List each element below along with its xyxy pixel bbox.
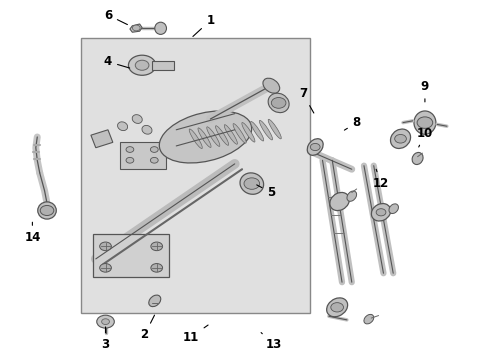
Circle shape [126,157,134,163]
Ellipse shape [155,22,166,35]
Circle shape [151,242,162,251]
Text: 7: 7 [298,87,313,113]
Circle shape [97,315,114,328]
Ellipse shape [267,119,281,139]
Polygon shape [91,130,113,148]
Text: 2: 2 [140,315,154,341]
Ellipse shape [189,129,202,149]
Text: 8: 8 [344,116,360,130]
Text: 1: 1 [192,14,214,36]
Polygon shape [130,24,142,32]
Circle shape [416,117,432,129]
Circle shape [102,319,109,324]
Ellipse shape [224,125,237,144]
Circle shape [375,209,385,216]
Text: 11: 11 [183,325,208,343]
Ellipse shape [38,202,56,219]
Ellipse shape [198,128,211,148]
Text: 14: 14 [24,222,41,244]
Text: 10: 10 [416,127,432,147]
Circle shape [135,60,149,70]
Bar [120,142,166,169]
Ellipse shape [142,125,152,134]
Ellipse shape [306,139,323,155]
Circle shape [330,303,343,312]
Ellipse shape [159,111,251,163]
Ellipse shape [329,193,348,211]
Ellipse shape [363,314,373,324]
Text: 5: 5 [256,185,275,199]
Text: 4: 4 [103,55,129,68]
Ellipse shape [215,126,228,145]
Ellipse shape [411,152,422,165]
Text: 3: 3 [102,327,109,351]
Bar [152,61,173,69]
Text: 9: 9 [420,80,428,102]
Bar [81,39,310,313]
Circle shape [132,25,140,31]
Ellipse shape [346,191,356,201]
Ellipse shape [326,298,347,317]
Ellipse shape [242,122,254,142]
Circle shape [100,242,111,251]
Ellipse shape [263,78,279,93]
Ellipse shape [267,93,288,113]
Ellipse shape [413,111,435,134]
Text: 13: 13 [261,333,281,351]
Ellipse shape [132,114,142,123]
Ellipse shape [259,120,272,140]
Circle shape [100,264,111,272]
Circle shape [151,264,162,272]
Ellipse shape [117,122,127,131]
Ellipse shape [206,127,220,147]
Ellipse shape [233,123,245,143]
Bar [93,234,168,277]
Ellipse shape [370,203,390,221]
Ellipse shape [388,204,398,213]
Circle shape [128,55,156,75]
Ellipse shape [390,129,410,148]
Text: 12: 12 [372,169,388,190]
Circle shape [150,157,158,163]
Ellipse shape [250,121,263,141]
Text: 6: 6 [103,9,127,24]
Ellipse shape [148,295,161,307]
Circle shape [271,98,285,108]
Circle shape [244,178,259,189]
Circle shape [310,143,320,150]
Circle shape [40,206,54,216]
Circle shape [126,147,134,152]
Circle shape [150,147,158,152]
Circle shape [394,134,406,143]
Ellipse shape [240,173,263,194]
